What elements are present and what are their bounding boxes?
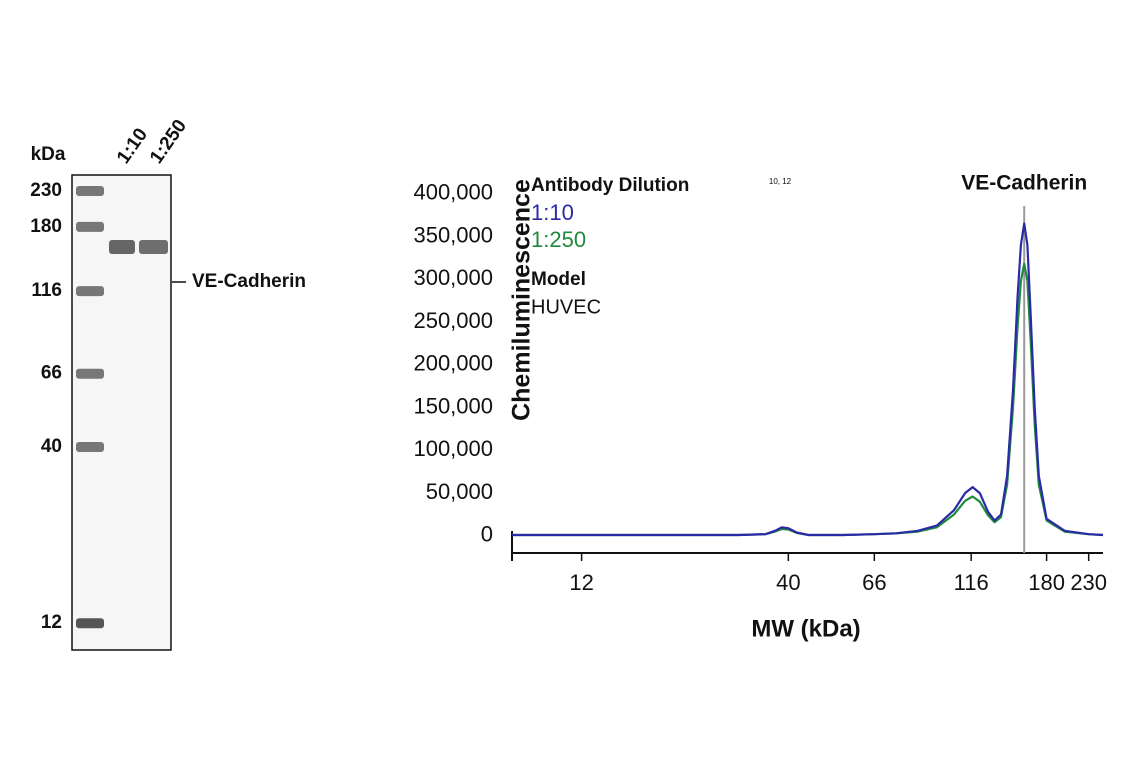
- gel-marker-label: 116: [31, 280, 62, 301]
- gel-marker-label: 12: [41, 612, 62, 633]
- ladder-band: [76, 286, 104, 297]
- sample-band: [109, 240, 135, 254]
- x-tick-label: 230: [1070, 570, 1107, 595]
- ladder-band: [76, 442, 104, 453]
- y-tick-label: 100,000: [413, 436, 493, 461]
- y-tick-label: 150,000: [413, 393, 493, 418]
- y-tick-label: 200,000: [413, 351, 493, 376]
- gel-marker-label: 180: [30, 216, 62, 237]
- legend-entry: 1:10: [531, 200, 574, 225]
- y-axis-label: Chemiluminescence: [508, 179, 536, 421]
- model-name: HUVEC: [531, 296, 601, 318]
- y-tick-label: 350,000: [413, 222, 493, 247]
- legend-entry: 1:250: [531, 227, 586, 252]
- x-tick-label: 66: [862, 570, 886, 595]
- lane-label: 1:10: [113, 125, 152, 168]
- ladder-band: [76, 618, 104, 629]
- band-label: VE-Cadherin: [192, 271, 306, 292]
- sample-band: [139, 240, 168, 254]
- x-tick-label: 40: [776, 570, 800, 595]
- lane-label: 1:250: [146, 116, 191, 168]
- gel-frame: [71, 174, 172, 651]
- ladder-band: [76, 221, 104, 232]
- gel-marker-label: 40: [41, 436, 62, 457]
- ladder-band: [76, 368, 104, 379]
- y-tick-label: 50,000: [426, 479, 493, 504]
- y-tick-label: 300,000: [413, 265, 493, 290]
- annotation: 10, 12: [769, 177, 792, 186]
- x-tick-label: 12: [569, 570, 593, 595]
- gel-marker-label: 66: [41, 363, 62, 384]
- marker-label: VE-Cadherin: [961, 172, 1087, 195]
- x-tick-label: 180: [1028, 570, 1065, 595]
- ladder-band: [76, 186, 104, 196]
- gel-unit: kDa: [31, 144, 66, 165]
- model-title: Model: [531, 269, 586, 290]
- gel-marker-label: 230: [30, 180, 62, 201]
- x-axis-label: MW (kDa): [751, 615, 860, 642]
- y-tick-label: 250,000: [413, 308, 493, 333]
- legend-title: Antibody Dilution: [531, 175, 689, 196]
- series-line: [512, 222, 1104, 537]
- y-tick-label: 0: [481, 522, 493, 547]
- x-tick-label: 116: [954, 570, 989, 595]
- y-tick-label: 400,000: [413, 180, 493, 205]
